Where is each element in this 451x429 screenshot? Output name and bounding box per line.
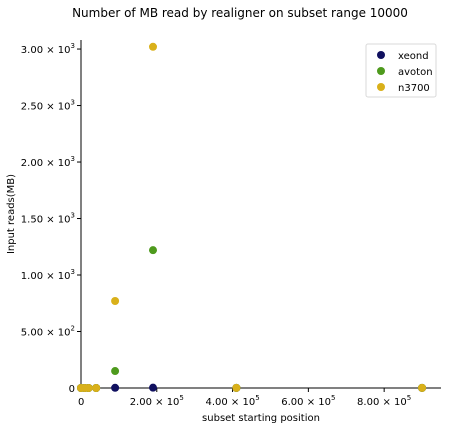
y-tick-label: 1.00 × 103 <box>21 268 75 282</box>
tick-mantissa: 2.00 <box>21 158 43 169</box>
tick-exponent: 5 <box>255 394 259 402</box>
tick-mantissa: 5.00 <box>21 328 43 339</box>
legend: xeond avoton n3700 <box>365 43 437 98</box>
tick-times: × 10 <box>43 271 70 282</box>
tick-times: × 10 <box>43 45 70 56</box>
plot-area: 0 2.00 × 105 4.00 × 105 6.00 × 105 8.00 × 10… <box>21 40 441 408</box>
tick-times: × 10 <box>228 397 255 408</box>
x-tick-label: 2.00 × 105 <box>130 394 184 408</box>
tick-times: × 10 <box>43 328 70 339</box>
tick-mantissa: 8.00 <box>357 397 379 408</box>
y-tick-label: 2.00 × 103 <box>21 155 75 169</box>
tick-mantissa: 2.00 <box>130 397 152 408</box>
chart-title: Number of MB read by realigner on subset… <box>72 6 408 20</box>
x-tick-label: 6.00 × 105 <box>281 394 335 408</box>
data-point-xeond <box>149 383 157 392</box>
tick-exponent: 5 <box>407 394 411 402</box>
legend-marker-xeond <box>377 51 385 59</box>
y-tick-label: 5.00 × 102 <box>21 325 75 339</box>
data-point-n3700 <box>84 384 93 392</box>
data-point-n3700 <box>418 383 427 392</box>
tick-times: × 10 <box>304 397 331 408</box>
data-point-n3700 <box>111 297 120 305</box>
legend-label-avoton: avoton <box>398 67 433 78</box>
tick-times: × 10 <box>152 397 179 408</box>
y-tick-label: 2.50 × 103 <box>21 99 75 113</box>
tick-mantissa: 4.00 <box>205 397 227 408</box>
tick-times: × 10 <box>379 397 406 408</box>
tick-exponent: 2 <box>71 325 75 333</box>
series-avoton <box>77 246 427 392</box>
tick-mantissa: 3.00 <box>21 45 43 56</box>
tick-times: × 10 <box>43 215 70 226</box>
legend-marker-n3700 <box>377 83 385 91</box>
tick-mantissa: 1.00 <box>21 271 43 282</box>
tick-exponent: 5 <box>179 394 183 402</box>
data-points <box>77 42 427 392</box>
series-n3700 <box>77 42 427 392</box>
tick-mantissa: 6.00 <box>281 397 303 408</box>
y-tick-label: 0 <box>69 384 75 395</box>
legend-label-xeond: xeond <box>398 51 429 62</box>
y-axis-label: Input reads(MB) <box>6 174 17 254</box>
x-axis-label: subset starting position <box>202 413 320 424</box>
x-tick-label: 4.00 × 105 <box>205 394 259 408</box>
data-point-xeond <box>111 383 120 392</box>
tick-exponent: 3 <box>71 212 75 220</box>
y-tick-label: 1.50 × 103 <box>21 212 75 226</box>
tick-times: × 10 <box>43 158 70 169</box>
x-tick-label: 8.00 × 105 <box>357 394 411 408</box>
tick-times: × 10 <box>43 102 70 113</box>
tick-exponent: 5 <box>331 394 335 402</box>
x-axis-ticks: 0 2.00 × 105 4.00 × 105 6.00 × 105 8.00 × 10… <box>78 388 411 408</box>
tick-mantissa: 2.50 <box>21 102 43 113</box>
data-point-avoton <box>111 367 120 376</box>
data-point-avoton <box>149 246 157 255</box>
data-point-n3700 <box>92 384 101 392</box>
data-point-n3700 <box>232 383 241 392</box>
legend-marker-avoton <box>377 67 385 75</box>
data-point-n3700 <box>149 42 157 51</box>
tick-mantissa: 1.50 <box>21 215 43 226</box>
tick-exponent: 3 <box>71 268 75 276</box>
tick-exponent: 3 <box>71 99 75 107</box>
y-tick-label: 3.00 × 103 <box>21 42 75 56</box>
x-tick-label: 0 <box>78 397 84 408</box>
legend-label-n3700: n3700 <box>398 83 430 94</box>
tick-exponent: 3 <box>71 155 75 163</box>
tick-exponent: 3 <box>71 42 75 50</box>
